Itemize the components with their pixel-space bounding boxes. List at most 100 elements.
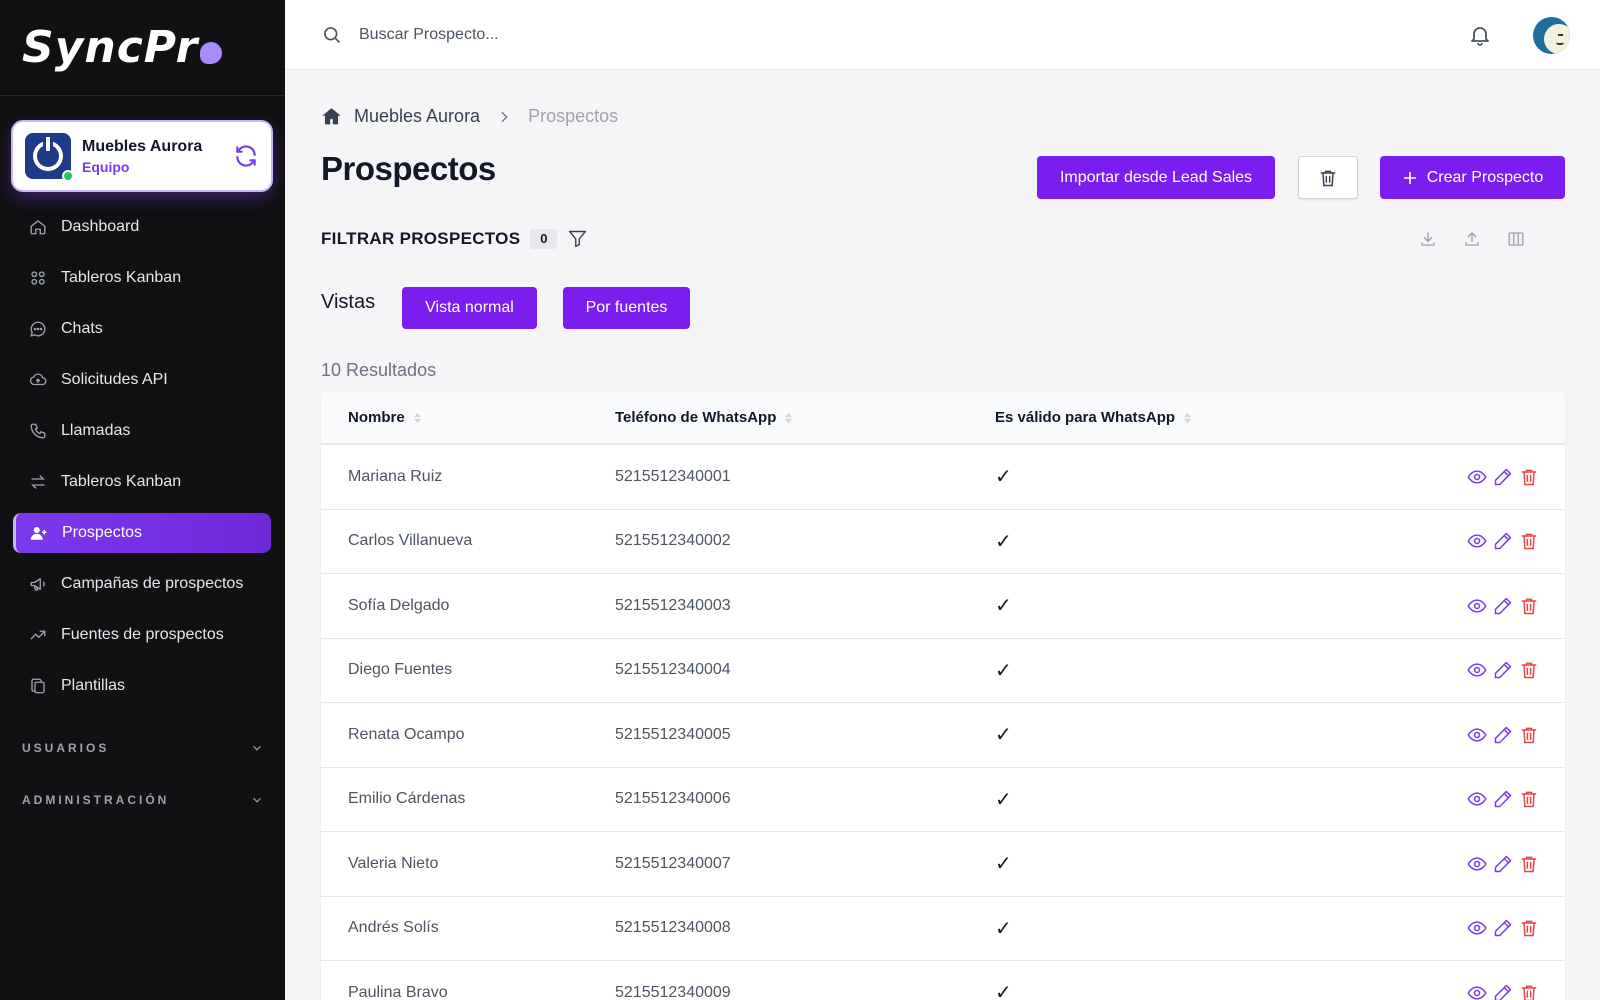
cell-telefono: 5215512340004 [615, 661, 731, 679]
sidebar-item-label: Tableros Kanban [61, 473, 182, 490]
delete-icon[interactable] [1519, 983, 1539, 1000]
sidebar-item-tableros-kanban[interactable]: Tableros Kanban [13, 258, 271, 298]
import-lead-sales-button[interactable]: Importar desde Lead Sales [1037, 156, 1275, 199]
edit-icon[interactable] [1493, 854, 1513, 874]
search-input[interactable] [359, 20, 859, 50]
sidebar-item-tableros-kanban-2[interactable]: Tableros Kanban [13, 462, 271, 502]
delete-button[interactable] [1298, 156, 1358, 199]
chat-icon [30, 321, 46, 337]
check-icon: ✓ [995, 530, 1012, 553]
cell-telefono: 5215512340007 [615, 854, 731, 872]
edit-icon[interactable] [1493, 467, 1513, 487]
delete-icon[interactable] [1519, 660, 1539, 680]
sidebar-item-label: Campañas de prospectos [61, 575, 244, 592]
breadcrumb-root[interactable]: Muebles Aurora [354, 106, 481, 126]
delete-icon[interactable] [1519, 531, 1539, 551]
sidebar-item-campanas[interactable]: Campañas de prospectos [13, 564, 271, 604]
bell-icon[interactable] [1468, 23, 1492, 47]
table-row: Sofía Delgado 5215512340003 ✓ [321, 574, 1565, 639]
home-icon[interactable] [321, 106, 342, 127]
edit-icon[interactable] [1493, 918, 1513, 938]
column-header-nombre[interactable]: Nombre [348, 409, 422, 426]
section-administracion[interactable]: ADMINISTRACIÓN [22, 790, 264, 810]
sidebar-item-llamadas[interactable]: Llamadas [13, 411, 271, 451]
filter-title[interactable]: FILTRAR PROSPECTOS [321, 228, 521, 248]
sidebar-item-label: Plantillas [61, 677, 126, 694]
delete-icon[interactable] [1519, 854, 1539, 874]
sidebar-item-fuentes[interactable]: Fuentes de prospectos [13, 615, 271, 655]
delete-icon[interactable] [1519, 918, 1539, 938]
edit-icon[interactable] [1493, 789, 1513, 809]
workspace-role: Equipo [82, 158, 130, 175]
cell-telefono: 5215512340006 [615, 790, 731, 808]
check-icon: ✓ [995, 595, 1012, 618]
download-icon[interactable] [1419, 230, 1437, 248]
megaphone-icon [30, 578, 45, 591]
home-icon [30, 220, 46, 235]
edit-icon[interactable] [1493, 725, 1513, 745]
edit-icon[interactable] [1493, 983, 1513, 1000]
edit-icon[interactable] [1493, 660, 1513, 680]
plus-icon [1403, 171, 1416, 184]
view-icon[interactable] [1467, 854, 1487, 874]
table-row: Carlos Villanueva 5215512340002 ✓ [321, 510, 1565, 574]
column-header-valido[interactable]: Es válido para WhatsApp [995, 409, 1192, 426]
sidebar-item-dashboard[interactable]: Dashboard [13, 207, 271, 247]
sidebar-item-chats[interactable]: Chats [13, 309, 271, 349]
cell-nombre: Carlos Villanueva [348, 532, 473, 550]
delete-icon[interactable] [1519, 725, 1539, 745]
view-icon[interactable] [1467, 531, 1487, 551]
create-prospect-button[interactable]: Crear Prospecto [1380, 156, 1565, 199]
vista-normal-button[interactable]: Vista normal [402, 287, 537, 329]
chevron-right-icon [501, 111, 508, 122]
row-actions [1467, 596, 1539, 616]
table-row: Diego Fuentes 5215512340004 ✓ [321, 639, 1565, 703]
row-actions [1467, 918, 1539, 938]
view-icon[interactable] [1467, 467, 1487, 487]
cell-telefono: 5215512340005 [615, 725, 731, 743]
column-header-telefono[interactable]: Teléfono de WhatsApp [615, 409, 793, 426]
cell-nombre: Renata Ocampo [348, 725, 465, 743]
grid-icon [31, 271, 45, 285]
view-icon[interactable] [1467, 789, 1487, 809]
section-usuarios[interactable]: USUARIOS [22, 738, 264, 758]
table-row: Mariana Ruiz 5215512340001 ✓ [321, 445, 1565, 510]
avatar[interactable] [1533, 17, 1570, 54]
sync-icon[interactable] [233, 143, 259, 169]
cloud-icon [29, 373, 47, 386]
workspace-card[interactable]: Muebles Aurora Equipo [13, 122, 271, 190]
view-icon[interactable] [1467, 918, 1487, 938]
sidebar-item-plantillas[interactable]: Plantillas [13, 666, 271, 706]
sidebar-item-label: Tableros Kanban [61, 269, 182, 286]
sidebar-item-prospectos[interactable]: Prospectos [13, 513, 271, 553]
columns-icon[interactable] [1507, 230, 1525, 248]
edit-icon[interactable] [1493, 596, 1513, 616]
view-icon[interactable] [1467, 725, 1487, 745]
delete-icon[interactable] [1519, 596, 1539, 616]
logo-text: SyncPr [22, 22, 223, 73]
sidebar-item-label: Prospectos [62, 524, 143, 541]
breadcrumb-current: Prospectos [528, 106, 619, 126]
sidebar-item-solicitudes-api[interactable]: Solicitudes API [13, 360, 271, 400]
filter-row: FILTRAR PROSPECTOS 0 [321, 228, 588, 249]
table-row: Paulina Bravo 5215512340009 ✓ [321, 961, 1565, 1000]
cell-nombre: Paulina Bravo [348, 983, 448, 1000]
logo[interactable]: SyncPr [0, 0, 285, 96]
cell-telefono: 5215512340002 [615, 532, 731, 550]
sort-icon [785, 412, 793, 423]
filter-count-badge: 0 [530, 228, 558, 249]
cell-telefono: 5215512340001 [615, 467, 731, 485]
filter-icon[interactable] [567, 228, 588, 249]
view-icon[interactable] [1467, 596, 1487, 616]
delete-icon[interactable] [1519, 789, 1539, 809]
delete-icon[interactable] [1519, 467, 1539, 487]
view-icon[interactable] [1467, 660, 1487, 680]
edit-icon[interactable] [1493, 531, 1513, 551]
sidebar: SyncPr Muebles Aurora Equipo Dashboard T… [0, 0, 285, 1000]
upload-icon[interactable] [1463, 230, 1481, 248]
sidebar-item-label: Solicitudes API [61, 371, 168, 388]
row-actions [1467, 789, 1539, 809]
view-icon[interactable] [1467, 983, 1487, 1000]
logo-dot-icon [200, 42, 223, 64]
por-fuentes-button[interactable]: Por fuentes [563, 287, 690, 329]
